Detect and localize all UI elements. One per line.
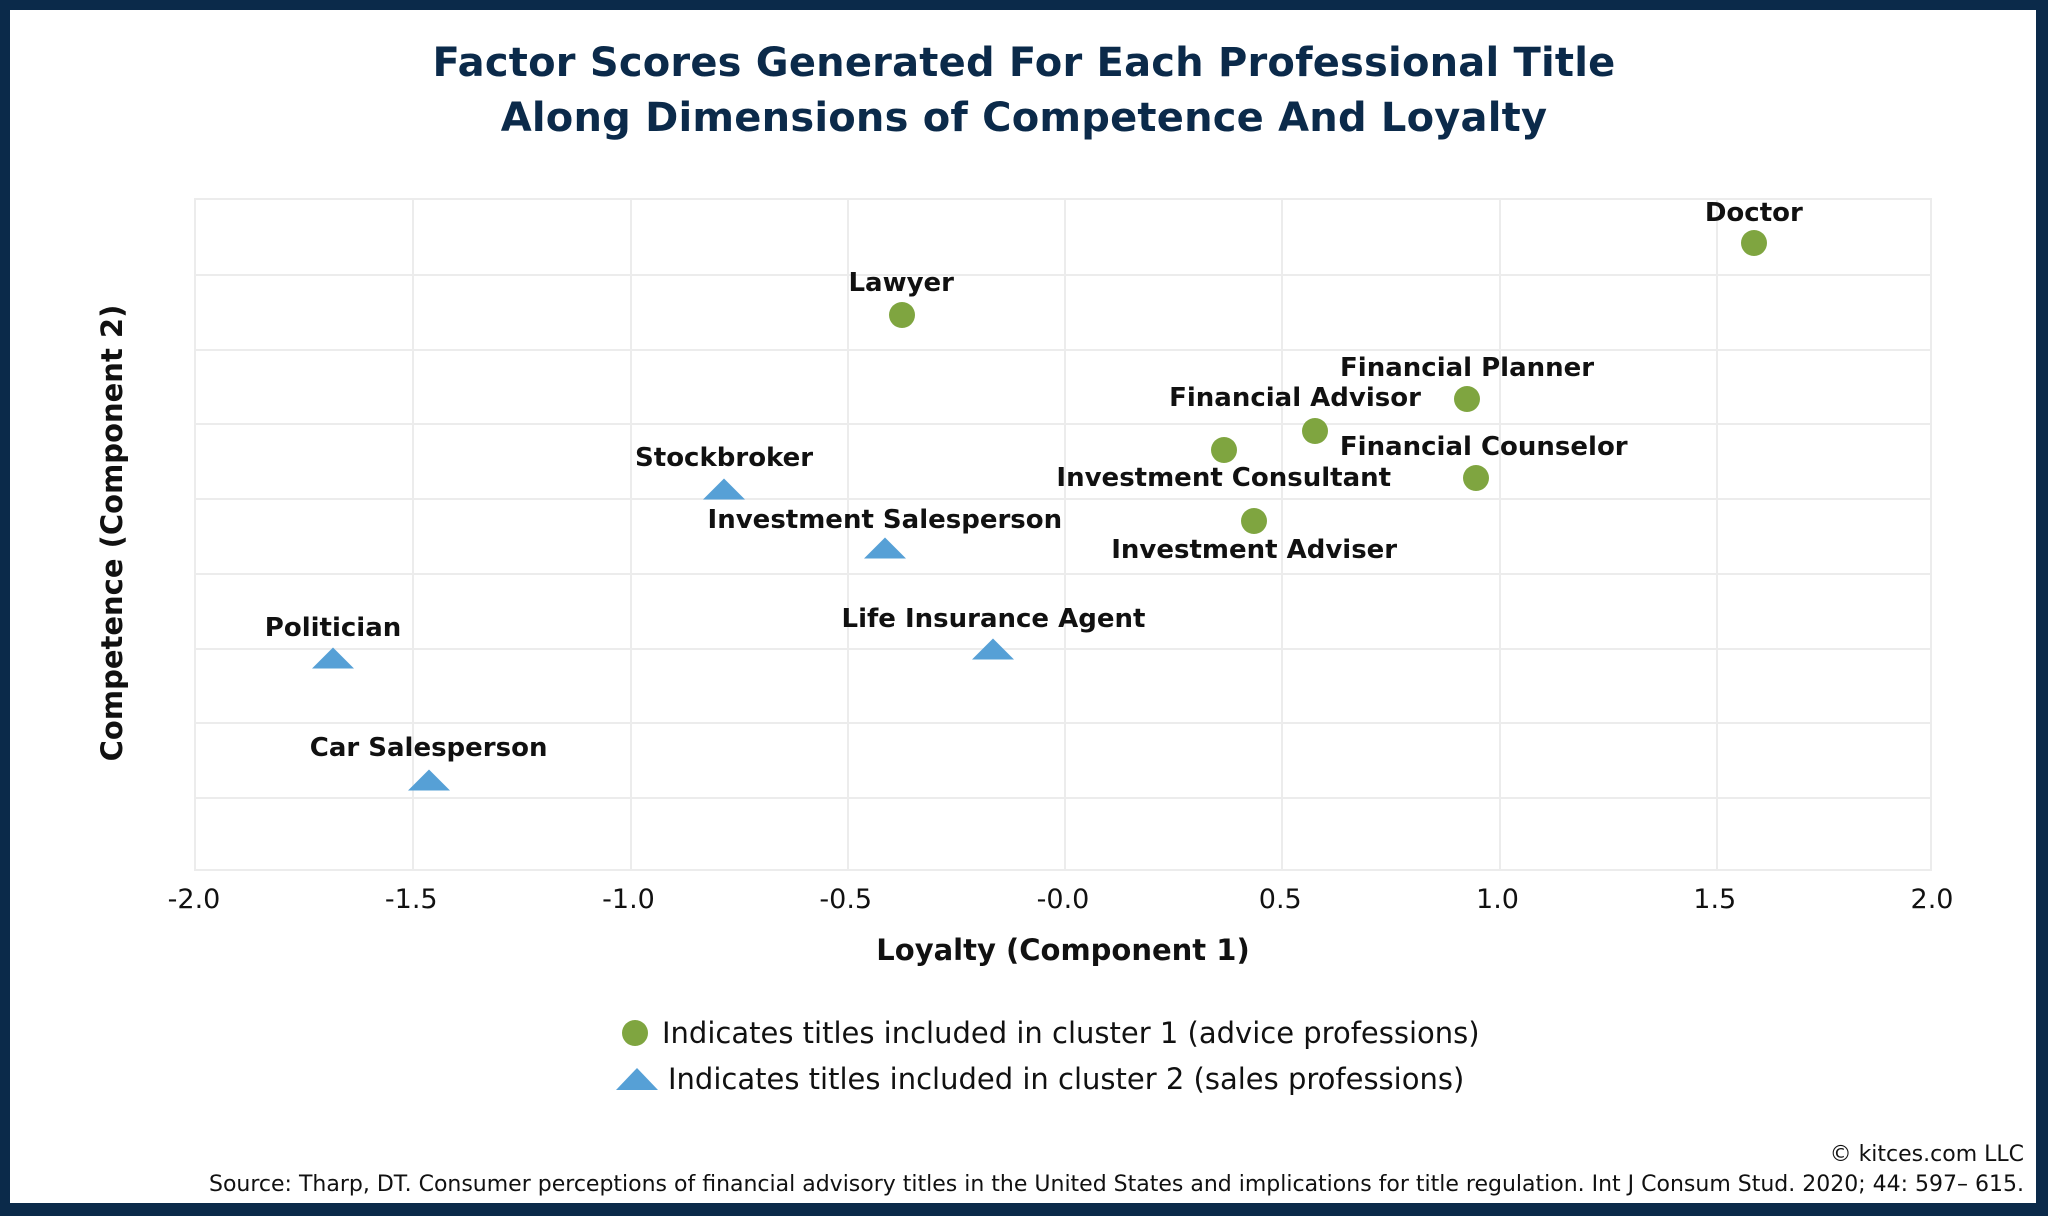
x-tick-label: -0.0 <box>1036 884 1090 915</box>
gridline-vertical <box>1715 200 1718 869</box>
data-point-label: Lawyer <box>848 268 955 299</box>
chart-title-line-1: Factor Scores Generated For Each Profess… <box>432 40 1616 86</box>
gridline-vertical <box>846 200 849 869</box>
circle-marker-icon <box>1462 465 1489 492</box>
data-point-label: Financial Advisor <box>1169 383 1421 414</box>
data-point-label: Investment Adviser <box>1111 535 1398 566</box>
triangle-marker-icon <box>616 1068 658 1090</box>
x-tick-label: 1.0 <box>1476 884 1519 915</box>
x-axis-label: Loyalty (Component 1) <box>876 933 1250 967</box>
chart-frame <box>10 10 2036 1203</box>
gridline-horizontal <box>196 797 1930 800</box>
legend-label-cluster-2: Indicates titles included in cluster 2 (… <box>668 1062 1465 1096</box>
circle-marker-icon <box>1302 418 1328 445</box>
data-point-label: Car Salesperson <box>309 732 548 763</box>
source-citation: Source: Tharp, DT. Consumer perceptions … <box>209 1172 2024 1197</box>
legend-label-cluster-1: Indicates titles included in cluster 1 (… <box>662 1016 1480 1050</box>
data-point-label: Life Insurance Agent <box>841 603 1146 634</box>
y-axis-label: Competence (Component 2) <box>95 304 129 762</box>
triangle-marker-icon <box>703 478 746 500</box>
copyright: © kitces.com LLC <box>1829 1142 2024 1167</box>
gridline-vertical <box>1064 200 1066 869</box>
gridline-horizontal <box>196 722 1930 725</box>
legend-item-cluster-2: Indicates titles included in cluster 2 (… <box>616 1056 1480 1102</box>
x-tick-label: 1.5 <box>1693 884 1737 915</box>
chart-title-line-2: Along Dimensions of Competence And Loyal… <box>500 95 1548 141</box>
gridline-horizontal <box>196 273 1930 276</box>
circle-marker-icon <box>1740 229 1767 256</box>
x-tick-label: -2.0 <box>167 884 221 915</box>
data-point-label: Stockbroker <box>635 442 814 473</box>
x-tick-label: -1.0 <box>602 884 655 915</box>
gridline-vertical <box>629 200 632 869</box>
plot-area <box>194 198 1932 871</box>
triangle-marker-icon <box>972 638 1015 660</box>
data-point-label: Financial Planner <box>1340 353 1595 384</box>
triangle-marker-icon <box>312 647 355 669</box>
x-tick-label: -1.5 <box>384 884 438 915</box>
data-point-label: Investment Salesperson <box>707 504 1063 535</box>
triangle-marker-icon <box>407 769 450 791</box>
circle-marker-icon <box>1454 386 1481 413</box>
data-point-label: Doctor <box>1704 197 1803 228</box>
gridline-vertical <box>412 200 415 869</box>
data-point-label: Politician <box>264 612 402 643</box>
gridline-horizontal <box>196 498 1930 501</box>
x-tick-label: 2.0 <box>1910 884 1954 915</box>
legend: Indicates titles included in cluster 1 (… <box>616 1010 1480 1102</box>
x-tick-label: -0.5 <box>819 884 873 915</box>
gridline-horizontal <box>196 572 1930 575</box>
circle-marker-icon <box>622 1020 648 1046</box>
gridline-horizontal <box>196 348 1930 351</box>
circle-marker-icon <box>889 302 916 329</box>
triangle-marker-icon <box>863 537 906 559</box>
gridline-horizontal <box>196 423 1930 426</box>
gridline-vertical <box>1281 200 1284 869</box>
data-point-label: Financial Counselor <box>1339 432 1628 463</box>
chart-title: Factor Scores Generated For Each Profess… <box>0 36 2048 146</box>
circle-marker-icon <box>1210 437 1237 463</box>
data-point-label: Investment Consultant <box>1056 463 1392 493</box>
x-tick-label: 0.5 <box>1258 884 1302 915</box>
gridline-horizontal <box>196 647 1930 650</box>
gridline-vertical <box>1498 200 1501 869</box>
circle-marker-icon <box>1241 508 1268 535</box>
legend-item-cluster-1: Indicates titles included in cluster 1 (… <box>616 1010 1480 1056</box>
